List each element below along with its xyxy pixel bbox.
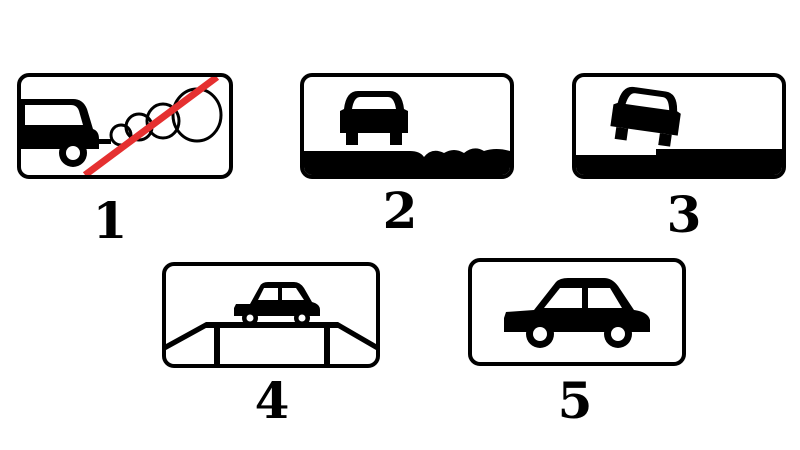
prohibition-slash — [82, 77, 220, 175]
sign-3-number: 3 — [666, 185, 702, 244]
sign-1-number: 1 — [92, 191, 128, 250]
sign-4 — [162, 262, 380, 368]
sign-5-number: 5 — [557, 371, 593, 430]
sign-2 — [300, 73, 514, 179]
sign-4-number: 4 — [254, 371, 290, 430]
passenger-car-icon — [504, 278, 650, 348]
sign-1 — [17, 73, 233, 179]
sign-2-number: 2 — [382, 181, 418, 240]
no-exhaust-smoke-icon — [21, 77, 223, 175]
car-on-unpaved-shoulder-icon — [304, 91, 510, 175]
sign-3 — [572, 73, 786, 179]
car-on-bridge-icon — [166, 282, 376, 364]
car-partially-on-shoulder-icon — [576, 86, 782, 175]
sign-5 — [468, 258, 686, 366]
